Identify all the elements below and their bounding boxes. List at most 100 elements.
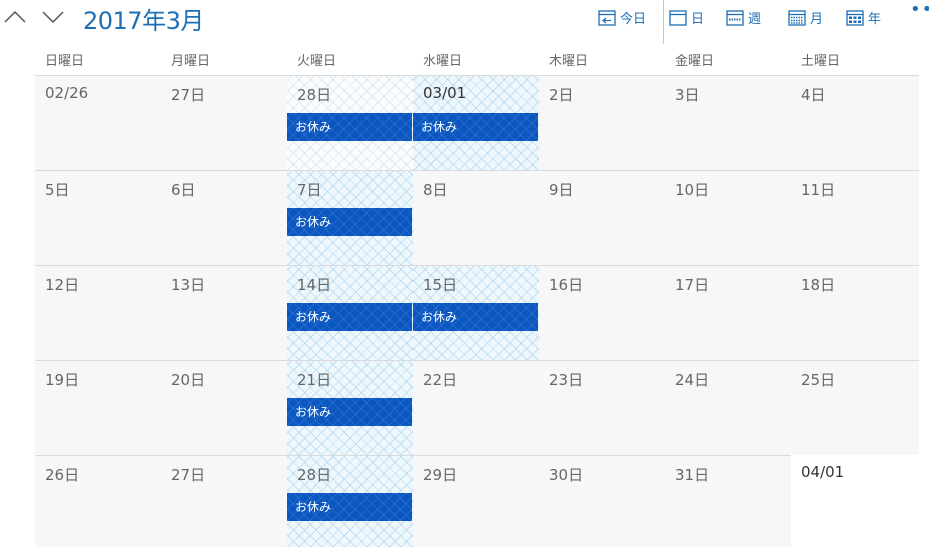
- day-view-icon: [669, 9, 687, 26]
- day-cell[interactable]: 04/01: [791, 455, 919, 547]
- day-cell[interactable]: 12日: [35, 265, 161, 360]
- day-number: 22日: [423, 371, 458, 389]
- day-number: 18日: [801, 276, 836, 294]
- chevron-up-icon: [4, 10, 26, 23]
- day-number: 3日: [675, 86, 700, 104]
- day-number: 4日: [801, 86, 826, 104]
- day-cell[interactable]: 18日: [791, 265, 919, 360]
- day-cell[interactable]: 8日: [413, 170, 539, 265]
- day-number: 04/01: [801, 463, 845, 481]
- day-cell[interactable]: 02/26: [35, 75, 161, 170]
- day-number: 6日: [171, 181, 196, 199]
- week-view-button[interactable]: 週: [726, 8, 761, 27]
- day-number: 30日: [549, 466, 584, 484]
- day-number: 21日: [297, 371, 332, 389]
- day-cell[interactable]: 4日: [791, 75, 919, 170]
- previous-month-button[interactable]: [4, 8, 28, 30]
- chevron-down-icon: [42, 11, 64, 24]
- day-number: 16日: [549, 276, 584, 294]
- day-cell[interactable]: 28日お休み: [287, 75, 413, 170]
- day-cell[interactable]: 27日: [161, 75, 287, 170]
- month-title: 2017年3月: [83, 7, 204, 35]
- month-view-button[interactable]: 月: [788, 8, 823, 27]
- week-view-label: 週: [748, 12, 762, 27]
- day-cell[interactable]: 23日: [539, 360, 665, 455]
- day-number: 13日: [171, 276, 206, 294]
- day-number: 27日: [171, 86, 206, 104]
- day-number: 02/26: [45, 84, 89, 102]
- weekday-wednesday: 水曜日: [423, 54, 463, 69]
- year-view-icon: [846, 9, 864, 26]
- day-cell[interactable]: 28日お休み: [287, 455, 413, 547]
- day-number: 14日: [297, 276, 332, 294]
- day-cell[interactable]: 26日: [35, 455, 161, 547]
- weekday-tuesday: 火曜日: [297, 54, 337, 69]
- today-icon: [598, 9, 616, 26]
- event-holiday[interactable]: お休み: [413, 113, 538, 141]
- day-cell[interactable]: 11日: [791, 170, 919, 265]
- today-button[interactable]: 今日: [598, 8, 646, 27]
- day-number: 20日: [171, 371, 206, 389]
- day-cell[interactable]: 31日: [665, 455, 791, 547]
- day-cell[interactable]: 27日: [161, 455, 287, 547]
- day-view-label: 日: [691, 12, 705, 27]
- month-grid: 02/26 27日 28日 お休み 03/01 お休み 2日 3日 4日 5日 6日…: [35, 75, 919, 547]
- day-number: 9日: [549, 181, 574, 199]
- event-holiday[interactable]: お休み: [287, 208, 412, 236]
- day-cell[interactable]: 15日お休み: [413, 265, 539, 360]
- next-month-button[interactable]: [42, 8, 66, 30]
- day-number: 26日: [45, 466, 80, 484]
- year-view-button[interactable]: 年: [846, 8, 881, 27]
- day-number: 03/01: [423, 84, 467, 102]
- event-holiday[interactable]: お休み: [287, 398, 412, 426]
- day-number: 12日: [45, 276, 80, 294]
- weekday-thursday: 木曜日: [549, 54, 589, 69]
- day-number: 28日: [297, 466, 332, 484]
- day-cell[interactable]: 25日: [791, 360, 919, 455]
- day-number: 31日: [675, 466, 710, 484]
- day-cell[interactable]: 29日: [413, 455, 539, 547]
- day-cell[interactable]: 10日: [665, 170, 791, 265]
- event-holiday[interactable]: お休み: [287, 303, 412, 331]
- day-number: 23日: [549, 371, 584, 389]
- day-view-button[interactable]: 日: [669, 8, 704, 27]
- day-cell[interactable]: 2日: [539, 75, 665, 170]
- event-holiday[interactable]: お休み: [413, 303, 538, 331]
- day-cell[interactable]: 13日: [161, 265, 287, 360]
- day-cell[interactable]: 20日: [161, 360, 287, 455]
- day-cell[interactable]: 16日: [539, 265, 665, 360]
- today-label: 今日: [620, 12, 647, 27]
- day-cell[interactable]: 30日: [539, 455, 665, 547]
- day-cell[interactable]: 7日お休み: [287, 170, 413, 265]
- more-options-button[interactable]: •••: [910, 0, 929, 20]
- weekday-monday: 月曜日: [171, 54, 211, 69]
- day-cell[interactable]: 9日: [539, 170, 665, 265]
- day-cell[interactable]: 14日お休み: [287, 265, 413, 360]
- day-cell[interactable]: 17日: [665, 265, 791, 360]
- day-cell[interactable]: 3日: [665, 75, 791, 170]
- day-cell[interactable]: 5日: [35, 170, 161, 265]
- day-number: 19日: [45, 371, 80, 389]
- day-number: 10日: [675, 181, 710, 199]
- day-cell[interactable]: 03/01 お休み: [413, 75, 539, 170]
- day-number: 28日: [297, 86, 332, 104]
- weekday-saturday: 土曜日: [801, 54, 841, 69]
- day-cell[interactable]: 6日: [161, 170, 287, 265]
- day-number: 2日: [549, 86, 574, 104]
- day-cell[interactable]: 22日: [413, 360, 539, 455]
- day-number: 5日: [45, 181, 70, 199]
- day-cell[interactable]: 24日: [665, 360, 791, 455]
- toolbar-divider: [663, 0, 664, 44]
- year-view-label: 年: [868, 12, 882, 27]
- day-cell[interactable]: 19日: [35, 360, 161, 455]
- day-cell[interactable]: 21日お休み: [287, 360, 413, 455]
- weekday-friday: 金曜日: [675, 54, 715, 69]
- weekday-header: 日曜日 月曜日 火曜日 水曜日 木曜日 金曜日 土曜日: [35, 50, 919, 69]
- day-number: 7日: [297, 181, 322, 199]
- day-number: 15日: [423, 276, 458, 294]
- event-holiday[interactable]: お休み: [287, 113, 412, 141]
- weekday-sunday: 日曜日: [45, 54, 85, 69]
- event-holiday[interactable]: お休み: [287, 493, 412, 521]
- month-view-icon: [788, 9, 806, 26]
- day-number: 24日: [675, 371, 710, 389]
